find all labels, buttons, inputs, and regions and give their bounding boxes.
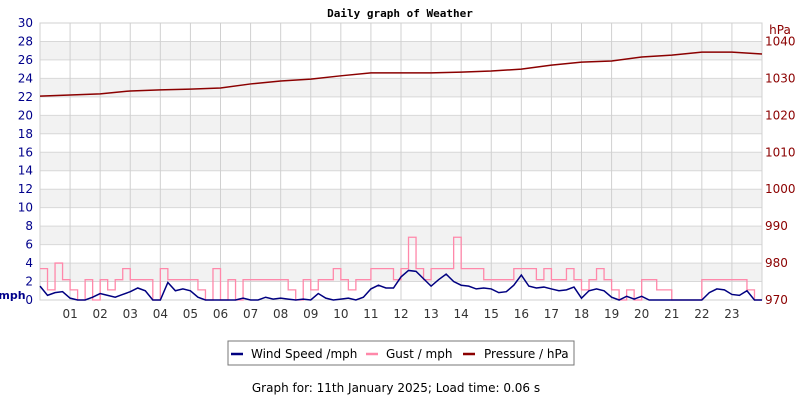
x-tick: 13 — [423, 307, 438, 321]
x-tick: 18 — [574, 307, 589, 321]
y-tick-left: 22 — [18, 90, 33, 104]
x-tick: 15 — [484, 307, 499, 321]
x-tick: 08 — [273, 307, 288, 321]
y-tick-left: 20 — [18, 108, 33, 122]
y-axis-label-right: hPa — [769, 23, 791, 37]
y-tick-left: 12 — [18, 182, 33, 196]
x-tick: 17 — [544, 307, 559, 321]
y-tick-left: 10 — [18, 201, 33, 215]
series-line-gust-mph — [40, 236, 762, 301]
y-tick-left: 14 — [18, 164, 33, 178]
y-tick-left: 6 — [25, 238, 33, 252]
y-tick-left: 24 — [18, 71, 33, 85]
legend-entry: Pressure / hPa — [484, 347, 569, 361]
x-tick: 16 — [514, 307, 529, 321]
x-tick: 23 — [724, 307, 739, 321]
x-tick: 03 — [123, 307, 138, 321]
x-tick: 10 — [333, 307, 348, 321]
x-tick: 21 — [664, 307, 679, 321]
y-tick-left: 8 — [25, 219, 33, 233]
y-tick-left: 30 — [18, 16, 33, 30]
y-axis-label-left: mph — [0, 289, 26, 302]
y-tick-right: 980 — [765, 256, 788, 270]
y-tick-right: 1040 — [765, 34, 796, 48]
y-tick-left: 26 — [18, 53, 33, 67]
x-tick: 19 — [604, 307, 619, 321]
y-tick-left: 2 — [25, 275, 33, 289]
y-tick-right: 970 — [765, 293, 788, 307]
x-tick: 12 — [393, 307, 408, 321]
x-tick: 05 — [183, 307, 198, 321]
x-tick: 09 — [303, 307, 318, 321]
y-tick-left: 18 — [18, 127, 33, 141]
x-tick: 02 — [93, 307, 108, 321]
x-tick: 07 — [243, 307, 258, 321]
chart-title: Daily graph of Weather — [327, 7, 473, 20]
legend-box — [227, 340, 575, 366]
x-tick: 11 — [363, 307, 378, 321]
y-tick-left: 4 — [25, 256, 33, 270]
y-tick-right: 1000 — [765, 182, 796, 196]
x-tick: 14 — [454, 307, 469, 321]
x-tick: 06 — [213, 307, 228, 321]
y-tick-left: 28 — [18, 34, 33, 48]
x-tick: 01 — [62, 307, 77, 321]
legend-entry: Wind Speed /mph — [251, 347, 357, 361]
footer-text: Graph for: 11th January 2025; Load time:… — [252, 381, 540, 395]
plot-frame — [39, 22, 763, 301]
legend-entry: Gust / mph — [386, 347, 452, 361]
y-tick-left: 16 — [18, 145, 33, 159]
y-tick-right: 990 — [765, 219, 788, 233]
y-tick-right: 1020 — [765, 108, 796, 122]
y-tick-right: 1030 — [765, 71, 796, 85]
x-tick: 20 — [634, 307, 649, 321]
y-tick-right: 1010 — [765, 145, 796, 159]
x-tick: 22 — [694, 307, 709, 321]
x-tick: 04 — [153, 307, 168, 321]
y-tick-left: 0 — [25, 293, 33, 307]
